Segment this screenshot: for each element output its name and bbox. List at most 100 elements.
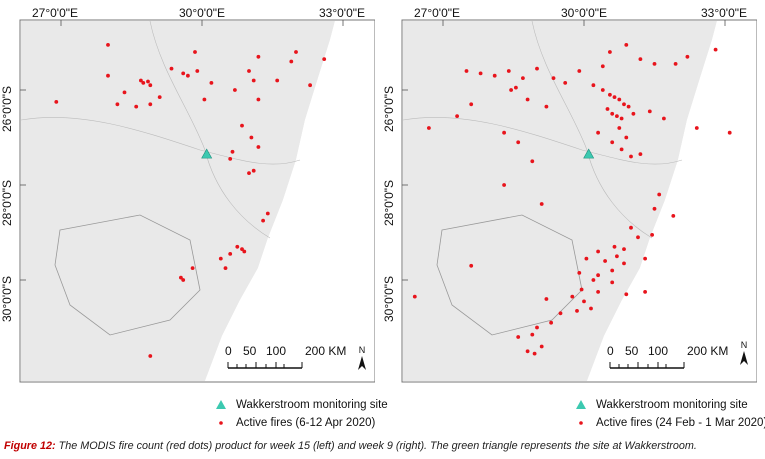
- fire-point: [275, 78, 280, 83]
- fire-point: [322, 57, 327, 61]
- fire-point: [532, 351, 537, 356]
- legend-label: Active fires (24 Feb - 1 Mar 2020): [596, 417, 765, 429]
- fire-point: [209, 81, 214, 85]
- map-left: 0 50 100 200 KM N: [19, 19, 375, 383]
- caption-label: Figure 12:: [4, 440, 56, 452]
- fire-point: [617, 97, 622, 102]
- fire-point: [122, 90, 127, 95]
- fire-point: [516, 140, 521, 145]
- fire-point: [608, 50, 612, 54]
- fire-point: [247, 69, 251, 73]
- fire-point: [643, 290, 647, 294]
- lesotho-border: [436, 214, 583, 336]
- fire-point: [240, 123, 244, 128]
- fire-point: [579, 287, 584, 292]
- fire-point: [106, 43, 110, 47]
- x-tick-label: 27°0'0"E: [413, 6, 461, 20]
- fire-point: [596, 249, 600, 254]
- fire-point: [289, 59, 294, 64]
- fire-point: [603, 259, 607, 263]
- fire-point: [619, 116, 624, 121]
- fire-point: [610, 268, 615, 273]
- fire-point: [190, 266, 195, 270]
- fire-point: [622, 261, 626, 266]
- fire-point: [195, 69, 200, 73]
- legend-label: Wakkerstroom monitoring site: [596, 399, 748, 411]
- scale-bar: 0 50 100 200 KM: [225, 344, 346, 369]
- fire-point: [662, 116, 666, 121]
- fire-point: [141, 81, 146, 85]
- fire-point: [181, 71, 186, 76]
- fire-point: [134, 104, 139, 109]
- fire-point: [617, 126, 622, 130]
- fire-point: [657, 192, 662, 197]
- legend-right: Wakkerstroom monitoring site Active fire…: [574, 396, 765, 432]
- fire-point: [584, 256, 589, 261]
- map-right: 0 50 100 200 KM N: [401, 19, 757, 383]
- fire-point: [228, 157, 233, 161]
- scale-label: 50: [243, 344, 257, 358]
- fire-point: [652, 206, 657, 211]
- fire-point: [265, 211, 270, 216]
- x-tick-label: 33°0'0"E: [700, 6, 748, 20]
- legend-item-site: Wakkerstroom monitoring site: [214, 396, 388, 414]
- fire-point: [591, 278, 596, 282]
- fire-point: [685, 54, 690, 59]
- legend-label: Active fires (6-12 Apr 2020): [236, 417, 376, 429]
- fire-point: [256, 97, 261, 102]
- x-tick-label: 30°0'0"E: [178, 6, 226, 20]
- fire-point: [539, 344, 544, 349]
- fire-point: [251, 78, 256, 83]
- fire-point: [622, 102, 626, 107]
- scale-label: 0: [607, 344, 614, 358]
- land-area: [402, 20, 756, 381]
- fire-point: [570, 294, 575, 299]
- fire-point: [591, 83, 596, 88]
- fire-point: [575, 309, 579, 313]
- graticule: [20, 20, 344, 281]
- triangle-icon: [216, 400, 226, 409]
- fire-point: [600, 88, 605, 92]
- fire-point: [469, 102, 474, 107]
- fire-point: [148, 354, 153, 358]
- fire-point: [652, 62, 657, 66]
- fire-point: [202, 97, 207, 102]
- scale-bar: 0 50 100 200 KM: [607, 344, 728, 369]
- fire-point: [464, 69, 469, 73]
- fire-point: [308, 83, 312, 88]
- figure-caption: Figure 12: The MODIS fire count (red dot…: [4, 440, 761, 452]
- map-panel-left: 0 50 100 200 KM N 27°0'0"E 30°0'0"E 33°0…: [0, 0, 375, 392]
- province-border: [402, 117, 683, 165]
- x-tick-label: 27°0'0"E: [31, 6, 79, 20]
- scale-label: 100: [648, 344, 668, 358]
- fire-point: [186, 73, 190, 78]
- fire-point: [619, 147, 624, 152]
- fire-point: [610, 280, 615, 285]
- y-tick-label: 30°0'0"S: [0, 275, 14, 322]
- fire-point: [235, 244, 240, 249]
- site-triangle-icon: [201, 148, 213, 159]
- scale-label: 50: [625, 344, 639, 358]
- fire-point: [521, 76, 525, 80]
- y-tick-label: 30°0'0"S: [382, 275, 396, 322]
- fire-point: [509, 88, 513, 92]
- fire-point: [478, 71, 483, 76]
- fire-point: [502, 130, 506, 135]
- fire-point: [539, 202, 544, 206]
- fire-point: [629, 225, 633, 230]
- fire-point: [636, 235, 640, 240]
- legend-item-fires: Active fires (24 Feb - 1 Mar 2020): [574, 414, 765, 432]
- fire-point: [242, 249, 247, 254]
- fire-points-layer: [412, 43, 732, 356]
- fire-point: [169, 66, 174, 71]
- fire-point: [615, 114, 619, 118]
- fire-point: [605, 107, 610, 111]
- fire-point: [558, 311, 563, 316]
- fire-point: [240, 247, 244, 252]
- fire-point: [647, 109, 652, 114]
- land-area: [20, 20, 374, 381]
- dot-icon: [579, 421, 583, 425]
- fire-point: [247, 171, 251, 176]
- province-border: [149, 20, 271, 239]
- fire-point: [582, 299, 586, 304]
